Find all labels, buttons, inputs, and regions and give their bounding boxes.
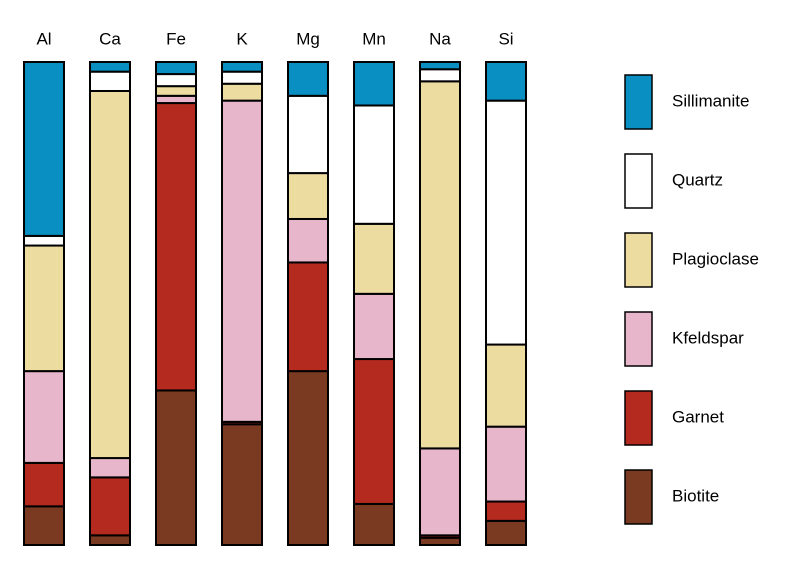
bar-segment <box>353 292 395 361</box>
bar-segment <box>221 61 263 73</box>
legend-swatch <box>624 390 653 446</box>
bar-segment <box>155 73 197 88</box>
x-tick-label: Ca <box>99 29 121 48</box>
bar-segment <box>419 61 461 71</box>
bar-segment <box>221 423 263 546</box>
bar-segment <box>485 519 527 546</box>
legend-label: Kfeldspar <box>672 328 744 347</box>
legend-swatch <box>624 311 653 367</box>
bar-segment <box>89 89 131 460</box>
legend-label: Quartz <box>672 170 723 189</box>
bar-segment <box>419 536 461 547</box>
legend-swatch <box>624 469 653 525</box>
legend-label: Garnet <box>672 407 724 426</box>
bar-segment <box>155 85 197 97</box>
bar-segment <box>23 505 65 546</box>
bar-segment <box>287 370 329 546</box>
bar-segment <box>23 61 65 237</box>
bar-segment <box>221 82 263 102</box>
bar-segment <box>221 99 263 423</box>
bar-segment <box>419 68 461 83</box>
bar-segment <box>287 172 329 220</box>
bar-segment <box>89 476 131 537</box>
bar-segment <box>23 234 65 247</box>
bar-segment <box>89 457 131 479</box>
legend-label: Plagioclase <box>672 249 759 268</box>
legend-swatch <box>624 74 653 130</box>
bar-segment <box>419 447 461 537</box>
bar-segment <box>353 358 395 505</box>
bar-segment <box>287 261 329 373</box>
bar-segment <box>155 102 197 392</box>
bar-segment <box>485 425 527 503</box>
x-tick-label: Al <box>36 29 51 48</box>
bar-segment <box>485 500 527 522</box>
bar-segment <box>353 61 395 107</box>
bar-segment <box>287 61 329 97</box>
bar-segment <box>89 70 131 92</box>
x-tick-label: Si <box>498 29 513 48</box>
x-tick-label: Mn <box>362 29 386 48</box>
bar-segment <box>89 534 131 547</box>
bar-segment <box>353 222 395 295</box>
bar-segment <box>221 70 263 85</box>
bar-segment <box>23 461 65 508</box>
bar-segment <box>485 343 527 428</box>
legend-label: Sillimanite <box>672 91 749 110</box>
bar-segment <box>155 61 197 76</box>
bar-segment <box>353 502 395 547</box>
bar-segment <box>287 217 329 264</box>
bar-segment <box>23 244 65 373</box>
bar-segment <box>23 370 65 464</box>
bar-segment <box>155 389 197 546</box>
bar-segment <box>353 104 395 225</box>
x-tick-label: Fe <box>166 29 186 48</box>
bar-segment <box>287 94 329 175</box>
x-tick-label: Na <box>429 29 451 48</box>
legend-swatch <box>624 232 653 288</box>
legend-swatch <box>624 153 653 209</box>
bar-segment <box>155 94 197 105</box>
x-tick-label: Mg <box>296 29 320 48</box>
bar-segment <box>485 99 527 346</box>
legend-label: Biotite <box>672 486 719 505</box>
bar-segment <box>485 61 527 102</box>
bar-segment <box>419 80 461 450</box>
x-tick-label: K <box>236 29 248 48</box>
bar-segment <box>89 61 131 73</box>
